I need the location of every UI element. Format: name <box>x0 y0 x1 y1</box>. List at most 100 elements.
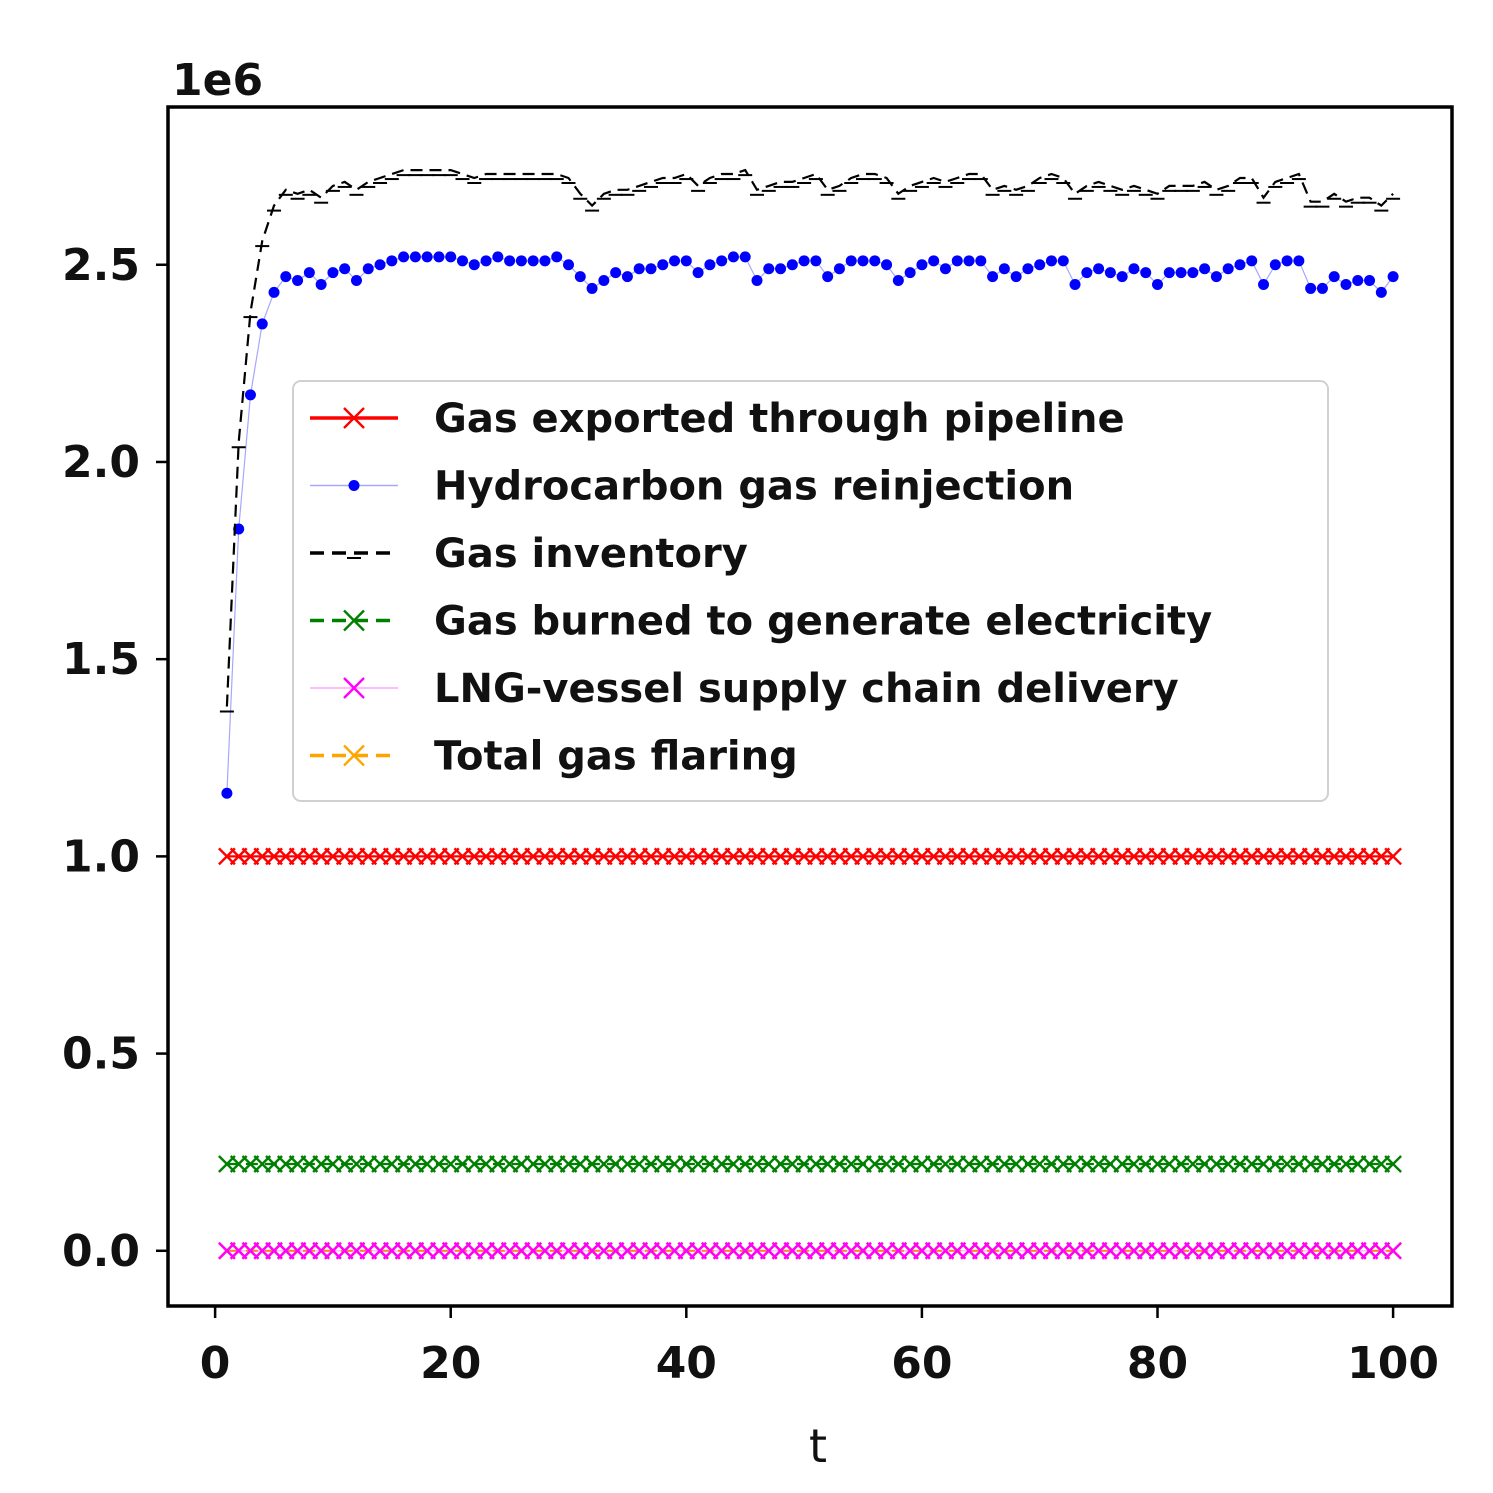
data-point <box>445 251 457 263</box>
legend-label: Gas exported through pipeline <box>434 396 1125 442</box>
data-point <box>975 255 987 267</box>
legend-marker <box>343 677 365 699</box>
data-point <box>857 255 869 267</box>
data-point <box>1328 271 1340 283</box>
x-tick-label: 0 <box>200 1338 231 1389</box>
x-tick-label: 60 <box>891 1338 952 1389</box>
axis-ticks: 0 20 40 60 80 100 0.0 0.5 1.0 1.5 2.0 2.5 <box>62 240 1439 1389</box>
y-tick-label: 1.0 <box>62 831 140 882</box>
series-hydrocarbon-gas-reinjection <box>221 251 1399 799</box>
x-tick-label: 20 <box>420 1338 481 1389</box>
data-point <box>1316 282 1328 294</box>
data-point <box>398 251 410 263</box>
legend-item: Gas inventory <box>310 531 748 577</box>
data-point <box>1034 259 1046 271</box>
data-point <box>1305 282 1317 294</box>
data-point <box>433 251 445 263</box>
x-tick-label: 80 <box>1127 1338 1188 1389</box>
y-tick-label: 0.5 <box>62 1029 140 1080</box>
legend-label: Gas burned to generate electricity <box>434 599 1212 645</box>
data-point <box>1152 278 1164 290</box>
data-point <box>763 263 775 275</box>
data-point <box>1010 271 1022 283</box>
y-offset-text: 1e6 <box>172 55 263 106</box>
data-point <box>1187 267 1199 279</box>
data-point <box>1375 286 1387 298</box>
data-point <box>1128 263 1140 275</box>
data-point <box>339 263 351 275</box>
data-point <box>739 251 751 263</box>
legend-item: LNG-vessel supply chain delivery <box>310 666 1179 712</box>
legend-label: Total gas flaring <box>434 734 798 780</box>
data-point <box>1246 255 1258 267</box>
data-point <box>822 271 834 283</box>
legend-label: Hydrocarbon gas reinjection <box>434 464 1074 510</box>
data-point <box>998 263 1010 275</box>
data-point <box>751 275 763 287</box>
data-point <box>951 255 963 267</box>
legend-box <box>292 380 1329 802</box>
data-point <box>527 255 539 267</box>
data-point <box>551 251 563 263</box>
data-point <box>1387 271 1399 283</box>
data-point <box>468 259 480 271</box>
data-point <box>881 259 893 271</box>
legend-marker <box>348 480 360 491</box>
data-point <box>704 259 716 271</box>
data-point <box>1384 1241 1402 1260</box>
data-point <box>327 267 339 279</box>
data-point <box>1352 275 1364 287</box>
y-tick-label: 2.0 <box>62 437 140 488</box>
legend-item: Total gas flaring <box>310 734 798 780</box>
data-point <box>586 282 598 294</box>
data-point <box>1199 263 1211 275</box>
legend: Gas exported through pipeline Hydrocarbon… <box>292 380 1329 802</box>
data-point <box>1384 847 1402 866</box>
data-point <box>1163 267 1175 279</box>
data-point <box>362 263 374 275</box>
data-point <box>680 255 692 267</box>
data-point <box>1057 255 1069 267</box>
data-point <box>928 255 940 267</box>
data-point <box>798 255 810 267</box>
data-point <box>1116 271 1128 283</box>
data-point <box>645 263 657 275</box>
data-point <box>374 259 386 271</box>
data-point <box>492 251 504 263</box>
x-tick-label: 40 <box>656 1338 717 1389</box>
data-point <box>421 251 433 263</box>
series-line <box>225 168 1394 707</box>
data-point <box>869 255 881 267</box>
data-point <box>480 255 492 267</box>
series-gas-exported-through-pipeline <box>218 847 1402 866</box>
series-lng-vessel-supply-chain-delivery <box>218 1241 1402 1260</box>
data-point <box>657 259 669 271</box>
data-point <box>1269 259 1281 271</box>
series-gas-burned-to-generate-electricity <box>218 1155 1402 1173</box>
data-point <box>244 389 256 401</box>
data-point <box>633 263 645 275</box>
x-axis-label: t <box>809 1419 827 1473</box>
data-point <box>315 278 327 290</box>
data-point <box>1340 278 1352 290</box>
data-point <box>963 255 975 267</box>
data-point <box>539 255 551 267</box>
data-point <box>280 271 292 283</box>
data-point <box>1293 255 1305 267</box>
data-point <box>1045 255 1057 267</box>
data-point <box>610 267 622 279</box>
data-point <box>904 267 916 279</box>
data-point <box>1364 275 1376 287</box>
series-layer <box>218 168 1402 1260</box>
legend-label: Gas inventory <box>434 531 748 577</box>
data-point <box>786 259 798 271</box>
data-point <box>221 787 233 799</box>
data-point <box>1081 267 1093 279</box>
data-point <box>1104 267 1116 279</box>
data-point <box>350 275 362 287</box>
data-point <box>456 255 468 267</box>
y-tick-label: 2.5 <box>62 240 140 291</box>
series-gas-inventory <box>219 168 1401 713</box>
data-point <box>1258 278 1270 290</box>
legend-marker <box>343 609 365 632</box>
